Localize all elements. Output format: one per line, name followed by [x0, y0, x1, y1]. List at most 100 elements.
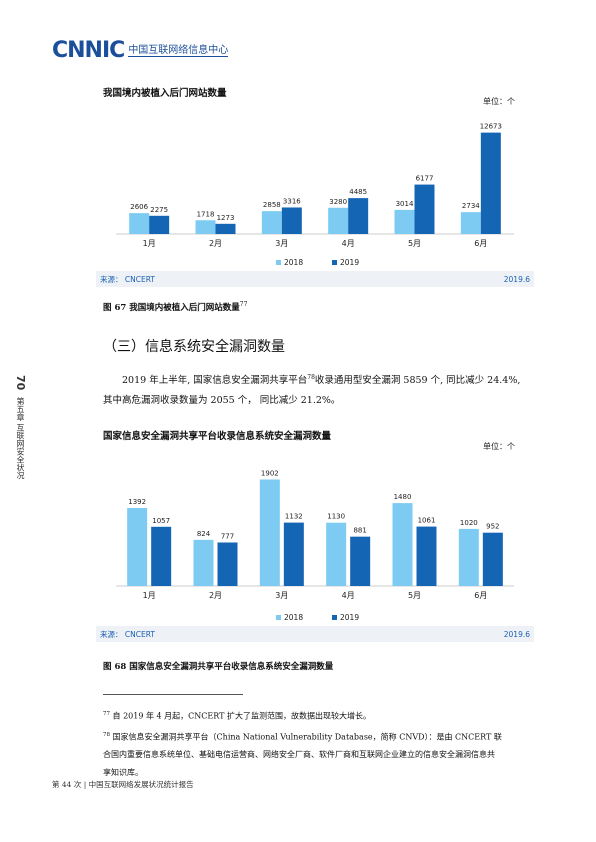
chart2-label-2018-3: 1902 [261, 469, 279, 477]
paragraph-line-1a: 2019 年上半年, 国家信息安全漏洞共享平台 [122, 375, 308, 387]
figure67-footnote-ref: 77 [239, 301, 248, 309]
chart1-legend-swatch-2018 [276, 260, 281, 265]
chart2-bar-2018-1 [127, 508, 148, 586]
chart2-bar-chart: 1392 1057 1月 824 777 2月 1902 1132 3月 1130 881 4月 148… [116, 469, 514, 622]
chart1-legend-swatch-2019 [332, 260, 337, 265]
chart1-bar-2018-2 [195, 220, 216, 234]
chart2-label-2018-2: 824 [197, 530, 211, 538]
chart1-label-2018-3: 2858 [263, 201, 281, 209]
chart1-label-2019-3: 3316 [283, 197, 301, 205]
chart2-label-2019-1: 1057 [152, 517, 170, 525]
chart2-label-2019-5: 1061 [418, 517, 436, 525]
chart2-label-2019-3: 1132 [285, 513, 303, 521]
chart1-bar-2019-3 [281, 207, 302, 234]
chart2-bar-2018-6 [458, 528, 479, 586]
chart2-label-2019-4: 881 [353, 527, 366, 535]
chart2-tick-3: 3月 [275, 591, 288, 600]
chart1-bar-2018-1 [129, 213, 150, 234]
chart2-tick-6: 6月 [474, 591, 487, 600]
chart1-source-bar: 来源： CNCERT 2019.6 [96, 271, 534, 287]
chart1-bar-2019-5 [414, 184, 435, 234]
side-chapter-label: 70 第五章 互联网安全状况 [14, 375, 27, 479]
logo-chinese-name: 中国互联网络信息中心 [128, 44, 229, 57]
chart2-label-2018-5: 1480 [394, 493, 412, 501]
chart1-tick-5: 5月 [408, 239, 421, 248]
paragraph-line-1: 2019 年上半年, 国家信息安全漏洞共享平台78收录通用型安全漏洞 5859 … [103, 368, 535, 391]
footnote-78-line-1: 国家信息安全漏洞共享平台（China National Vulnerabilit… [112, 732, 502, 742]
chart2-legend-2018: 2018 [284, 613, 303, 622]
chart1-bar-2019-6 [480, 132, 501, 234]
chart1-tick-2: 2月 [209, 239, 222, 248]
chart2-tick-4: 4月 [342, 591, 355, 600]
chart2-tick-5: 5月 [408, 591, 421, 600]
chart1-legend-2018: 2018 [284, 258, 303, 267]
footnote-77-number: 77 [103, 711, 110, 717]
chart1-label-2019-5: 6177 [416, 175, 434, 183]
chart2-bar-2019-5 [416, 526, 437, 586]
chart1-label-2019-1: 2275 [150, 206, 168, 214]
footnotes: 77 自 2019 年 4 月起，CNCERT 扩大了监测范围，故数据出现较大增… [103, 705, 543, 782]
chart1-unit: 单位：个 [483, 97, 515, 106]
chart2-bar-2019-4 [350, 536, 371, 586]
section-heading: （三）信息系统安全漏洞数量 [103, 339, 285, 355]
chart2-label-2018-4: 1130 [327, 513, 345, 521]
chart1-label-2018-2: 1718 [197, 210, 215, 218]
footnote-78: 78 国家信息安全漏洞共享平台（China National Vulnerabi… [103, 726, 543, 747]
chart1-label-2019-4: 4485 [349, 188, 367, 196]
page-footer: 第 44 次 | 中国互联网络发展状况统计报告 [52, 780, 194, 789]
chart1-tick-6: 6月 [474, 239, 487, 248]
chart1-bar-2018-4 [328, 207, 349, 234]
chart1-tick-3: 3月 [275, 239, 288, 248]
chart2-bar-2019-2 [217, 542, 238, 586]
chart1-label-2018-1: 2606 [130, 203, 148, 211]
chart1-title: 我国境内被植入后门网站数量 [103, 88, 227, 99]
chart1-label-2018-4: 3280 [329, 198, 347, 206]
chart1-source: 来源： CNCERT [100, 274, 155, 284]
cnnic-logo: CNNIC 中国互联网络信息中心 [52, 38, 229, 63]
chart2-source-bar: 来源： CNCERT 2019.6 [96, 626, 534, 642]
footnote-78-line-2: 合国内重要信息系统单位、基础电信运营商、网络安全厂商、软件厂商和互联网企业建立的… [103, 750, 495, 760]
chart2-bar-2018-5 [392, 503, 413, 586]
chart1-bar-2019-1 [149, 215, 170, 234]
paragraph-line-1b: 收录通用型安全漏洞 5859 个, 同比减少 24.4%, [314, 375, 521, 387]
side-chapter-text: 第五章 互联网安全状况 [16, 396, 25, 480]
chart1-bar-2018-3 [261, 211, 282, 234]
chart2-legend-swatch-2019 [332, 615, 337, 620]
paragraph-line-2: 其中高危漏洞收录数量为 2055 个， 同比减少 21.2%。 [103, 395, 341, 407]
chart2-unit: 单位：个 [483, 442, 515, 451]
chart2-source: 来源： CNCERT [100, 629, 155, 639]
chart1-bar-2018-5 [394, 209, 415, 234]
chart1-label-2018-6: 2734 [462, 202, 480, 210]
chart2-title: 国家信息安全漏洞共享平台收录信息系统安全漏洞数量 [103, 431, 332, 442]
figure67-caption-text: 图 67 我国境内被植入后门网站数量 [103, 303, 240, 313]
chart2-label-2019-6: 952 [486, 523, 499, 531]
chart1-date: 2019.6 [503, 274, 530, 284]
chart2-label-2018-1: 1392 [128, 498, 146, 506]
chart2-bar-2019-3 [283, 522, 304, 586]
chart1-bar-2018-6 [460, 212, 481, 234]
chart2-tick-1: 1月 [143, 591, 156, 600]
footnote-78-number: 78 [103, 731, 110, 738]
footnote-divider [103, 694, 243, 695]
chart1-label-2019-2: 1273 [217, 214, 235, 222]
chart1-bar-2019-4 [348, 198, 369, 234]
chart1-tick-1: 1月 [143, 239, 156, 248]
chart2-bar-2019-1 [151, 526, 172, 586]
chart2-bar-2018-4 [326, 522, 347, 586]
chart2-date: 2019.6 [503, 629, 530, 639]
chart2-bar-2018-3 [259, 479, 280, 586]
chart2-tick-2: 2月 [209, 591, 222, 600]
chart2-legend-swatch-2018 [276, 615, 281, 620]
logo-mark: CNNIC [52, 38, 125, 63]
chart1-legend-2019: 2019 [340, 258, 359, 267]
chart2-legend-2019: 2019 [340, 613, 359, 622]
chart1-tick-4: 4月 [342, 239, 355, 248]
chart2-bar-2018-2 [193, 539, 214, 586]
chart1-label-2019-6: 12673 [480, 123, 502, 131]
side-page-number: 70 [14, 375, 27, 391]
figure68-caption: 图 68 国家信息安全漏洞共享平台收录信息系统安全漏洞数量 [103, 662, 334, 672]
footnote-78-line-3: 享知识库。 [103, 768, 143, 778]
footnote-77: 77 自 2019 年 4 月起，CNCERT 扩大了监测范围，故数据出现较大增… [103, 705, 543, 726]
chart1-bar-2019-2 [215, 223, 236, 234]
